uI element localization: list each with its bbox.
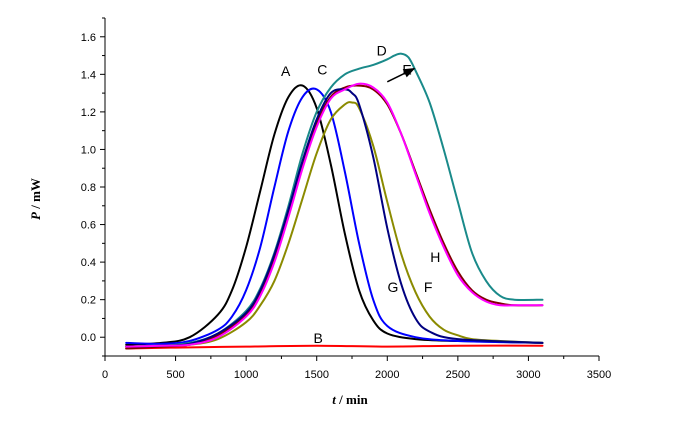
series-line-h: [125, 82, 544, 348]
y-axis-title: P / mW: [28, 178, 43, 220]
axis-ticks: 0 500 1000 1500 2000 2500 3000 3500 0.0 0.2 0.4 0.6…: [81, 17, 611, 381]
x-axis-variable: t: [332, 392, 336, 407]
series-line-g: [125, 88, 544, 348]
annotation-arrow: [386, 68, 416, 83]
x-tick-label: 3500: [587, 369, 611, 381]
x-tick-label: 500: [166, 369, 184, 381]
series-line-c: [125, 87, 544, 345]
y-tick-label: 1.0: [81, 144, 96, 156]
series-group: [125, 52, 544, 350]
series-line-a: [125, 84, 544, 346]
x-axis-unit: min: [346, 392, 368, 407]
curve-label-d: D: [377, 43, 387, 59]
y-tick-label: 0.2: [81, 295, 96, 307]
y-axis-unit: mW: [28, 178, 43, 202]
x-tick-label: 2000: [375, 369, 399, 381]
annotations: A C DE F G H B: [281, 43, 440, 346]
series-line-f: [125, 101, 544, 348]
x-tick-label: 2500: [446, 369, 470, 381]
x-tick-label: 3000: [516, 369, 540, 381]
y-tick-label: 1.2: [81, 107, 96, 119]
y-axis-variable: P: [28, 211, 43, 220]
curve-label-e: E: [402, 61, 411, 77]
series-line-e: [125, 84, 544, 350]
curve-label-a: A: [281, 63, 291, 79]
curve-label-c: C: [317, 61, 327, 77]
curve-label-b: B: [313, 330, 322, 346]
x-axis-separator: /: [336, 392, 346, 407]
x-axis-title: t / min: [332, 392, 368, 407]
x-tick-label: 0: [102, 369, 108, 381]
x-tick-label: 1500: [304, 369, 328, 381]
x-tick-label: 1000: [234, 369, 258, 381]
curve-label-f: F: [424, 279, 433, 295]
curve-label-h: H: [430, 249, 440, 265]
y-tick-label: 0.4: [81, 257, 96, 269]
series-line-b: [125, 344, 544, 350]
y-axis-separator: /: [28, 202, 43, 212]
y-tick-label: 1.6: [81, 32, 96, 44]
curve-label-g: G: [387, 279, 398, 295]
y-tick-label: 0.0: [81, 332, 96, 344]
y-tick-label: 1.4: [81, 69, 96, 81]
y-tick-label: 0.6: [81, 220, 96, 232]
series-line-d: [125, 52, 544, 348]
y-tick-label: 0.8: [81, 182, 96, 194]
